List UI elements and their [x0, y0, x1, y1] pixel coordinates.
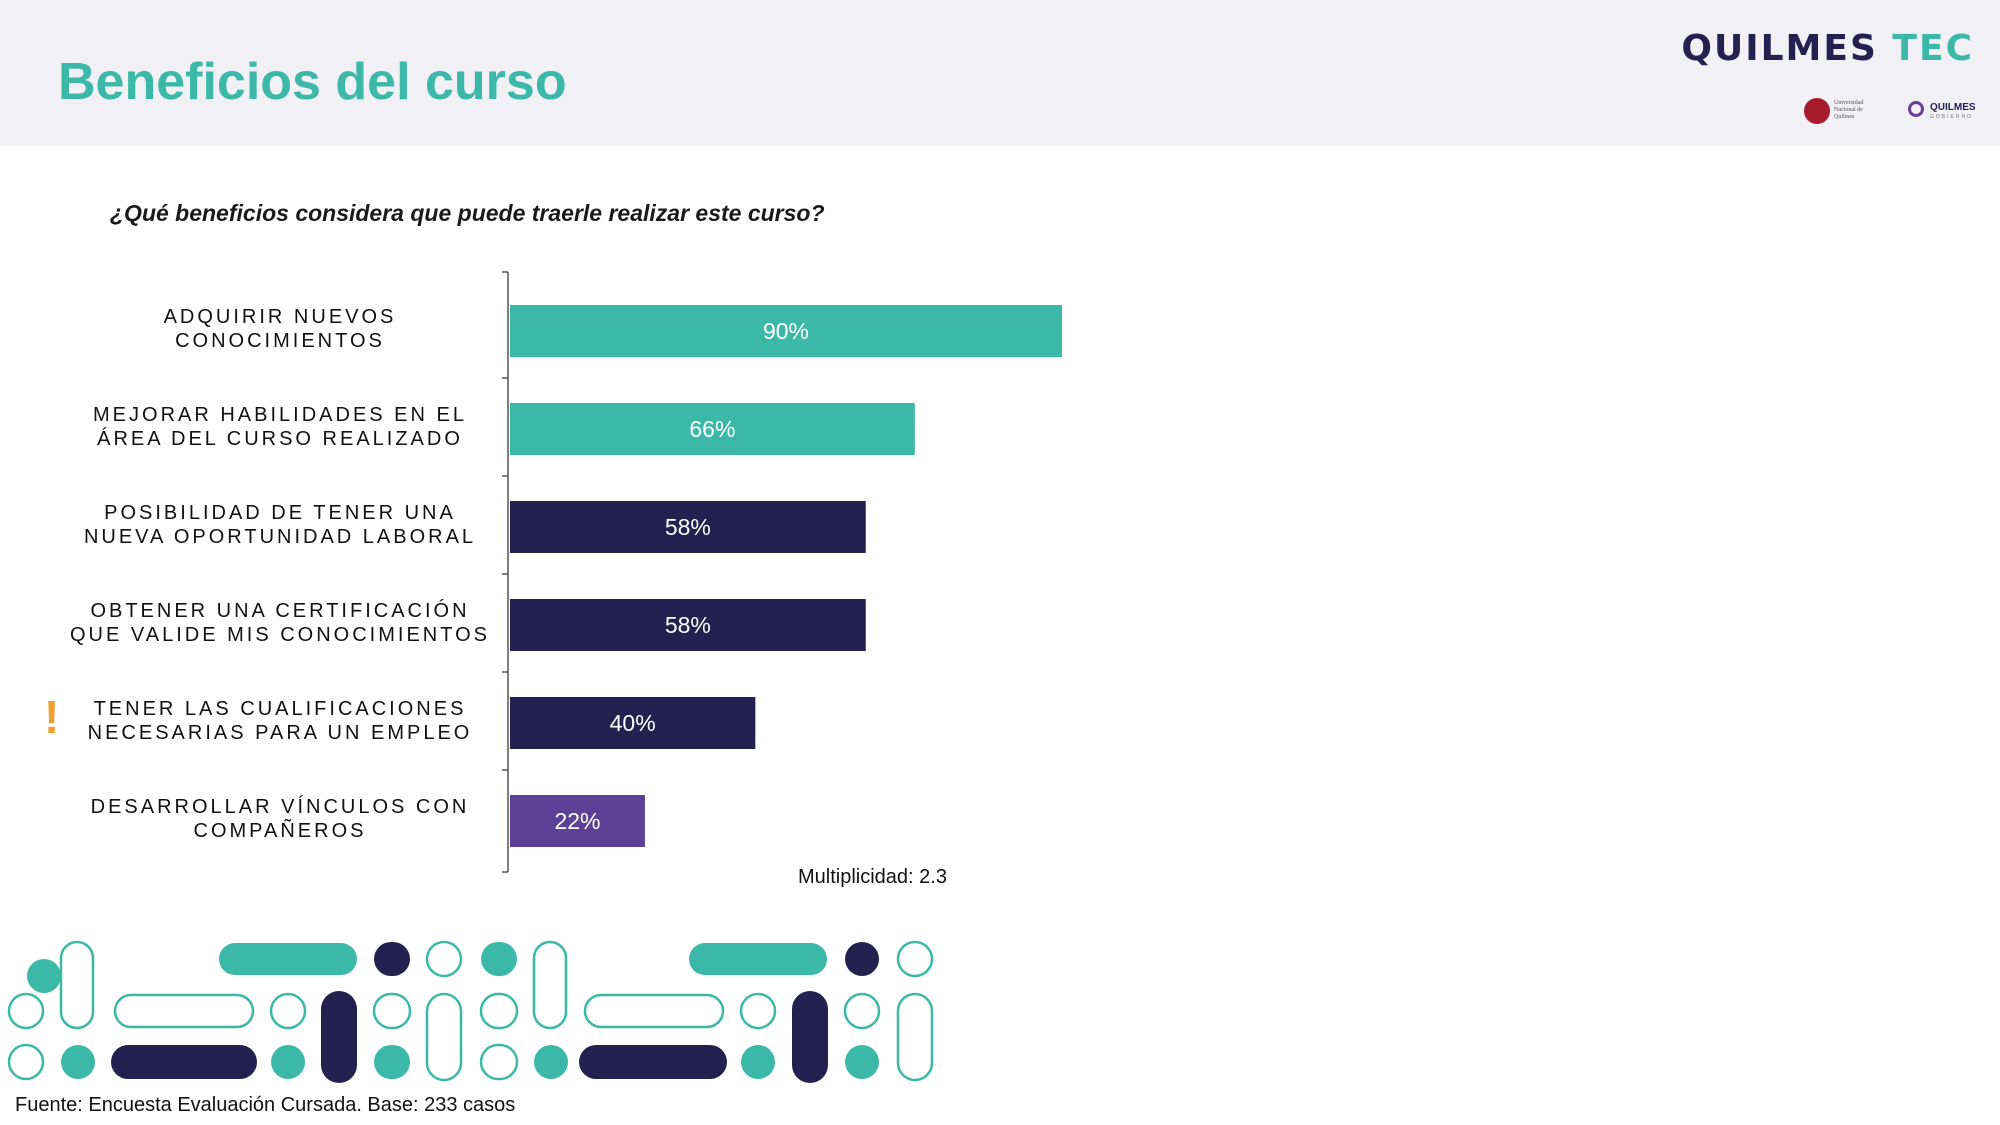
bar [510, 403, 915, 455]
category-label: OBTENER UNA CERTIFICACIÓN QUE VALIDE MIS … [70, 599, 490, 646]
decor-pill [425, 992, 463, 1082]
decor-pill [845, 942, 879, 976]
category-label-line: ÁREA DEL CURSO REALIZADO [97, 427, 463, 450]
bar [510, 795, 645, 847]
bar [510, 599, 866, 651]
decor-pill [271, 1045, 305, 1079]
category-label-line: POSIBILIDAD DE TENER UNA [104, 502, 456, 524]
decor-pill [111, 1045, 257, 1079]
quilmes-gobierno-sub: GOBIERNO [1930, 114, 1973, 120]
header-band: Beneficios del curso QUILMES TEC Univers… [0, 0, 2000, 146]
category-label-line: NUEVA OPORTUNIDAD LABORAL [84, 526, 476, 548]
decor-pill [843, 992, 881, 1030]
quilmes-gobierno-logo: QUILMES GOBIERNO [1908, 98, 1984, 126]
decor-pill [7, 992, 45, 1030]
decor-pill [896, 992, 934, 1082]
decor-pill [845, 1045, 879, 1079]
brand-logo: QUILMES TEC [1681, 28, 1974, 69]
decor-pill [374, 1045, 410, 1079]
category-label: DESARROLLAR VÍNCULOS CON COMPAÑEROS [91, 795, 470, 842]
benefits-bar-chart: 90% ADQUIRIR NUEVOS CONOCIMIENTOS 66% MEJORA… [70, 271, 1062, 873]
decor-pill [372, 992, 412, 1030]
unq-logo: Universidad Nacional de Quilmes [1804, 98, 1874, 126]
category-label-line: MEJORAR HABILIDADES EN EL [93, 404, 467, 426]
decor-pill [583, 993, 725, 1029]
category-label-line: OBTENER UNA CERTIFICACIÓN [90, 599, 469, 622]
decor-pill [479, 992, 519, 1030]
category-label: TENER LAS CUALIFICACIONES NECESARIAS PARA… [88, 698, 473, 744]
decor-pill [579, 1045, 727, 1079]
bar [510, 697, 756, 749]
warning-exclamation-icon: ! [44, 691, 60, 743]
category-label-line: ADQUIRIR NUEVOS [164, 306, 397, 328]
page-title: Beneficios del curso [58, 53, 567, 111]
category-label-line: NECESARIAS PARA UN EMPLEO [88, 722, 473, 744]
decor-pill [792, 991, 828, 1083]
decor-pill [479, 1043, 519, 1081]
data-label: 58% [665, 612, 711, 638]
data-label: 66% [689, 416, 735, 442]
category-label-line: DESARROLLAR VÍNCULOS CON [91, 795, 470, 818]
decorative-pattern [7, 940, 934, 1083]
decor-pill [59, 940, 95, 1030]
decor-pill [269, 992, 307, 1030]
unq-seal-icon [1804, 98, 1830, 124]
decor-pill [481, 942, 517, 976]
decor-pill [534, 1045, 568, 1079]
multiplicity-note: Multiplicidad: 2.3 [798, 866, 947, 888]
data-label: 22% [554, 808, 600, 834]
decor-pill [896, 940, 934, 978]
decor-pill [425, 940, 463, 978]
category-label: MEJORAR HABILIDADES EN EL ÁREA DEL CURSO … [93, 404, 467, 450]
brand-logo-right: TEC [1892, 28, 1974, 69]
brand-logo-left: QUILMES [1681, 28, 1878, 69]
data-label: 90% [763, 318, 809, 344]
unq-logo-text: Universidad Nacional de Quilmes [1834, 100, 1864, 120]
category-label-line: CONOCIMIENTOS [175, 330, 385, 352]
decor-pill [689, 943, 827, 975]
decor-pill [27, 959, 61, 993]
chart-question: ¿Qué beneficios considera que puede trae… [110, 200, 825, 226]
quilmes-gobierno-name: QUILMES [1930, 102, 1976, 113]
data-label: 40% [610, 710, 656, 736]
decor-pill [741, 1045, 775, 1079]
category-label: ADQUIRIR NUEVOS CONOCIMIENTOS [164, 306, 397, 352]
decor-pill [113, 993, 255, 1029]
decor-pill [532, 940, 568, 1030]
decor-pill [374, 942, 410, 976]
category-label-line: QUE VALIDE MIS CONOCIMIENTOS [70, 624, 490, 646]
source-note: Fuente: Encuesta Evaluación Cursada. Bas… [15, 1094, 516, 1116]
decor-pill [321, 991, 357, 1083]
decor-pill [61, 1045, 95, 1079]
category-label-line: TENER LAS CUALIFICACIONES [94, 698, 467, 720]
bar [510, 501, 866, 553]
decor-pill [739, 992, 777, 1030]
decor-pill [7, 1043, 45, 1081]
category-label-line: COMPAÑEROS [194, 818, 367, 842]
category-label: POSIBILIDAD DE TENER UNA NUEVA OPORTUNIDA… [84, 502, 476, 548]
bar [510, 305, 1062, 357]
quilmes-ring-icon [1908, 101, 1924, 117]
data-label: 58% [665, 514, 711, 540]
decor-pill [219, 943, 357, 975]
